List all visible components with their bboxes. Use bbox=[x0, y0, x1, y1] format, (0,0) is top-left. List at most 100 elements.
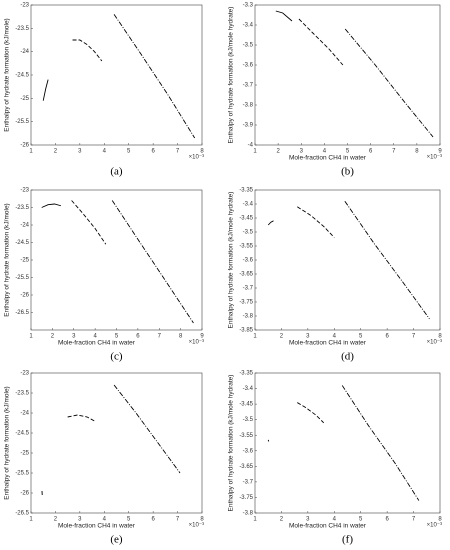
x-tick-label: 5 bbox=[359, 334, 363, 340]
y-tick-label: -25 bbox=[20, 258, 29, 264]
y-tick-label: -3.5 bbox=[243, 43, 254, 49]
x-tick-label: 3 bbox=[306, 517, 310, 523]
y-tick-label: -3.65 bbox=[239, 464, 253, 470]
x-tick-label: 6 bbox=[151, 517, 155, 523]
x-tick-label: 1 bbox=[29, 149, 33, 155]
x-tick-label: 6 bbox=[385, 334, 389, 340]
x-tick-label: 4 bbox=[93, 334, 97, 340]
x-tick-label: 6 bbox=[151, 149, 155, 155]
y-tick-label: -4 bbox=[248, 143, 254, 149]
series-line bbox=[267, 220, 274, 226]
plot-area bbox=[254, 4, 441, 146]
x-tick-label: 8 bbox=[200, 149, 204, 155]
x-tick-label: 6 bbox=[136, 334, 140, 340]
x-tick-label: 3 bbox=[306, 334, 310, 340]
x-tick-label: 4 bbox=[103, 517, 107, 523]
y-tick-label: -23.5 bbox=[15, 205, 29, 211]
y-tick-label: -23.5 bbox=[15, 26, 29, 32]
x-tick-label: 1 bbox=[29, 517, 33, 523]
x-tick-label: 4 bbox=[103, 149, 107, 155]
y-tick-label: -24 bbox=[20, 223, 29, 229]
x-axis-label: Mole-fraction CH4 in water bbox=[289, 155, 367, 162]
x-tick-label: 5 bbox=[127, 149, 131, 155]
panel-label: (c) bbox=[110, 351, 123, 363]
y-tick-label: -3.4 bbox=[243, 386, 254, 392]
x-tick-label: 7 bbox=[176, 517, 180, 523]
y-tick-label: -3.7 bbox=[243, 83, 254, 89]
y-tick-label: -26.5 bbox=[15, 511, 29, 517]
x-tick-label: 3 bbox=[78, 149, 82, 155]
x-tick-label: 7 bbox=[158, 334, 162, 340]
x-tick-label: 4 bbox=[323, 149, 327, 155]
x-tick-label: 2 bbox=[276, 149, 280, 155]
y-axis-label: Enthalpy of hydrate formation (kJ/mole h… bbox=[228, 192, 235, 329]
plot-area bbox=[254, 189, 441, 331]
y-tick-label: -3.8 bbox=[243, 314, 254, 320]
x-multiplier: ×10⁻³ bbox=[189, 523, 204, 529]
panel-label: (b) bbox=[341, 166, 354, 178]
panel-label: (e) bbox=[110, 534, 123, 546]
x-tick-label: 2 bbox=[54, 149, 58, 155]
panel-label: (a) bbox=[110, 166, 123, 178]
x-tick-label: 4 bbox=[333, 334, 337, 340]
y-tick-label: -3.75 bbox=[239, 300, 253, 306]
y-tick-label: -3.35 bbox=[239, 188, 253, 194]
series-line bbox=[297, 206, 335, 238]
x-tick-label: 6 bbox=[385, 517, 389, 523]
y-tick-label: -24.5 bbox=[15, 73, 29, 79]
y-tick-label: -3.6 bbox=[243, 63, 254, 69]
x-tick-label: 8 bbox=[415, 149, 419, 155]
series-line bbox=[344, 200, 430, 320]
panel-label: (f) bbox=[342, 534, 353, 546]
x-tick-label: 9 bbox=[200, 334, 204, 340]
x-tick-label: 4 bbox=[333, 517, 337, 523]
y-tick-label: -24.5 bbox=[15, 431, 29, 437]
x-multiplier: ×10⁻³ bbox=[189, 155, 204, 161]
x-multiplier: ×10⁻³ bbox=[427, 340, 442, 346]
series-line bbox=[113, 14, 196, 139]
y-tick-label: -24.5 bbox=[15, 240, 29, 246]
x-tick-label: 7 bbox=[412, 517, 416, 523]
x-tick-label: 2 bbox=[54, 517, 58, 523]
x-tick-label: 8 bbox=[200, 517, 204, 523]
y-tick-label: -25.5 bbox=[15, 119, 29, 125]
y-tick-label: -3.75 bbox=[239, 495, 253, 501]
y-tick-label: -3.9 bbox=[243, 123, 254, 129]
y-tick-label: -26 bbox=[20, 491, 29, 497]
y-tick-label: -3.6 bbox=[243, 448, 254, 454]
y-tick-label: -25.5 bbox=[15, 471, 29, 477]
y-tick-label: -25 bbox=[20, 451, 29, 457]
x-tick-label: 1 bbox=[29, 334, 33, 340]
x-tick-label: 8 bbox=[438, 517, 442, 523]
y-tick-label: -3.45 bbox=[239, 216, 253, 222]
x-axis-label: Mole-fraction CH4 in water bbox=[58, 523, 136, 530]
x-tick-label: 1 bbox=[253, 517, 257, 523]
series-line bbox=[275, 10, 293, 22]
series-line bbox=[111, 200, 194, 324]
series-line bbox=[298, 18, 344, 66]
y-tick-label: -3.4 bbox=[243, 23, 254, 29]
y-axis-label: Enthalpy of hydrate formation (kJ/mole h… bbox=[228, 7, 235, 144]
series-line bbox=[41, 203, 62, 208]
series-line bbox=[297, 402, 325, 424]
series-line bbox=[67, 414, 95, 422]
y-tick-label: -24 bbox=[20, 49, 29, 55]
x-tick-label: 9 bbox=[438, 149, 442, 155]
x-tick-label: 5 bbox=[115, 334, 119, 340]
x-tick-label: 7 bbox=[176, 149, 180, 155]
y-axis-label: Enthalpy of hydrate formation (kJ/mole) bbox=[4, 386, 11, 499]
x-multiplier: ×10⁻³ bbox=[427, 523, 442, 529]
x-tick-label: 3 bbox=[72, 334, 76, 340]
x-tick-label: 5 bbox=[359, 517, 363, 523]
y-tick-label: -23.5 bbox=[15, 391, 29, 397]
y-tick-label: -3.7 bbox=[243, 479, 254, 485]
y-tick-label: -3.5 bbox=[243, 230, 254, 236]
y-axis-label: Enthalpy of hydrate formation (kJ/mole) bbox=[4, 18, 11, 131]
y-tick-label: -3.5 bbox=[243, 417, 254, 423]
x-tick-label: 1 bbox=[253, 334, 257, 340]
panel-label: (d) bbox=[341, 351, 354, 363]
x-tick-label: 5 bbox=[346, 149, 350, 155]
y-tick-label: -3.35 bbox=[239, 371, 253, 377]
y-tick-label: -24 bbox=[20, 411, 29, 417]
y-tick-label: -3.45 bbox=[239, 402, 253, 408]
